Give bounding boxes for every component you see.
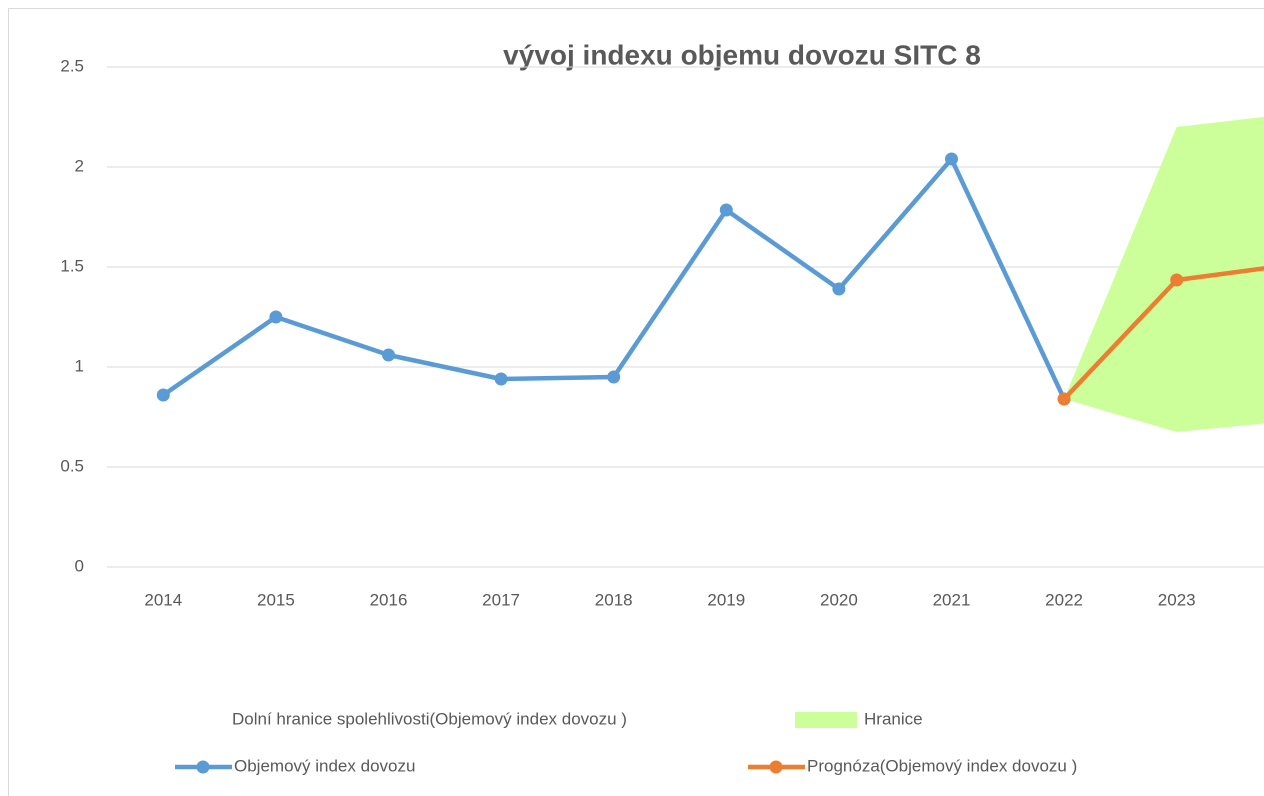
marker (382, 348, 395, 362)
y-tick-label: 0.5 (60, 456, 84, 475)
marker (1170, 273, 1184, 287)
marker (494, 372, 508, 386)
legend-label: Objemový index dovozu (234, 756, 415, 775)
x-tick-label: 2014 (144, 590, 182, 609)
area (1064, 116, 1264, 432)
legend-marker (196, 760, 210, 774)
marker (156, 388, 170, 402)
x-tick-label: 2021 (933, 590, 971, 609)
x-tick-label: 2022 (1045, 590, 1083, 609)
x-tick-label: 2019 (707, 590, 745, 609)
x-tick-label: 2016 (370, 590, 408, 609)
legend-swatch (795, 712, 857, 728)
marker (1057, 392, 1071, 406)
marker (719, 203, 733, 217)
legend-marker (769, 760, 783, 774)
y-tick-label: 0 (75, 556, 84, 575)
chart-border (8, 8, 1264, 796)
y-tick-label: 1.5 (60, 256, 84, 275)
x-tick-label: 2020 (820, 590, 858, 609)
chart-title: vývoj indexu objemu dovozu SITC 8 (503, 39, 981, 70)
x-tick-label: 2017 (482, 590, 520, 609)
marker (607, 370, 621, 384)
marker (945, 152, 958, 166)
line (162, 156, 1067, 400)
x-tick-label: 2023 (1158, 590, 1196, 609)
x-tick-label: 2018 (595, 590, 633, 609)
marker (269, 310, 283, 324)
y-tick-label: 2 (75, 156, 84, 175)
marker (832, 282, 846, 296)
x-tick-label: 2015 (257, 590, 295, 609)
legend-label: Dolní hranice spolehlivosti(Objemový ind… (232, 709, 627, 728)
y-tick-label: 1 (75, 356, 84, 375)
legend-label: Hranice (864, 709, 923, 728)
legend-label: Prognóza(Objemový index dovozu ) (807, 756, 1077, 775)
y-tick-label: 2.5 (60, 56, 84, 75)
